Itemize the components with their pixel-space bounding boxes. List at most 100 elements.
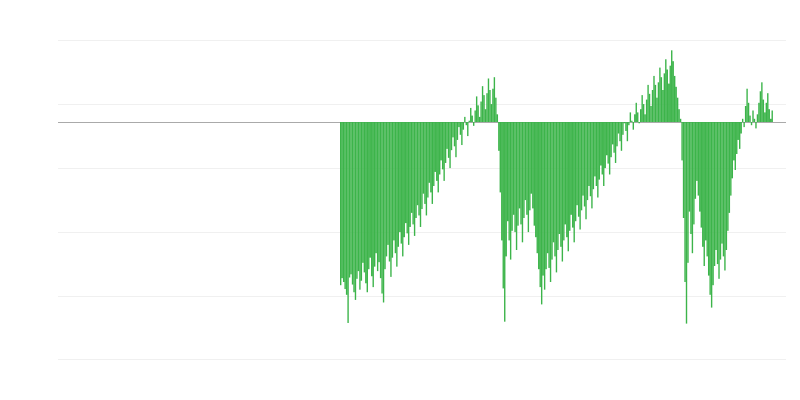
bar	[421, 122, 423, 210]
bar	[662, 90, 664, 122]
bar	[595, 122, 598, 186]
bar	[508, 122, 510, 241]
bar	[391, 122, 394, 258]
bar	[676, 97, 679, 122]
bar	[351, 122, 354, 285]
bar	[467, 122, 469, 137]
bar	[671, 50, 673, 122]
bar	[452, 122, 454, 138]
bar	[749, 115, 751, 122]
bar	[424, 122, 426, 204]
bar	[752, 110, 754, 122]
bar	[379, 122, 382, 279]
bar	[718, 122, 720, 279]
bar	[629, 112, 632, 122]
bar	[767, 93, 769, 122]
bar	[620, 122, 623, 151]
gridline-y	[58, 296, 786, 298]
bar	[725, 122, 728, 250]
bar	[715, 122, 717, 250]
bar	[607, 122, 609, 164]
bar	[712, 122, 714, 286]
bar	[699, 122, 701, 212]
bar	[657, 82, 660, 122]
bar	[716, 122, 719, 265]
bar	[390, 122, 392, 277]
bar	[470, 107, 472, 122]
bar	[750, 122, 753, 126]
bar	[422, 122, 425, 194]
bar	[554, 122, 556, 257]
bar	[511, 122, 513, 231]
bar	[517, 122, 519, 226]
bar	[350, 122, 352, 275]
bar	[406, 122, 408, 234]
bar	[359, 122, 361, 290]
bar	[572, 122, 574, 228]
bar	[659, 67, 661, 122]
bar	[722, 122, 725, 257]
bar	[410, 122, 413, 213]
bar	[396, 122, 398, 267]
bar	[546, 122, 549, 254]
bar	[484, 109, 487, 122]
bar	[747, 102, 750, 122]
bar	[428, 122, 431, 183]
bar	[340, 122, 342, 286]
bar	[478, 116, 481, 122]
bar	[372, 122, 374, 288]
bar	[709, 122, 711, 295]
bar	[381, 122, 383, 294]
bar	[487, 78, 490, 122]
bar	[678, 109, 680, 122]
bar	[580, 122, 583, 211]
bar	[727, 122, 729, 231]
bar	[540, 122, 543, 305]
bar	[721, 122, 723, 244]
gridline-y	[58, 358, 786, 360]
bar	[464, 116, 466, 122]
bar	[394, 122, 397, 254]
bar	[585, 122, 587, 220]
bar	[465, 122, 467, 126]
bar	[384, 122, 386, 270]
bar	[512, 122, 515, 215]
bar	[431, 122, 434, 204]
bar	[755, 122, 757, 129]
bar	[710, 122, 713, 308]
bar	[679, 118, 682, 122]
bar	[418, 122, 420, 216]
bar	[635, 102, 637, 122]
bar	[468, 120, 470, 122]
bar	[645, 99, 648, 122]
bar	[703, 122, 705, 266]
bar	[409, 122, 411, 227]
bar	[499, 122, 501, 193]
bar	[545, 122, 547, 270]
bar	[536, 122, 538, 254]
bar	[518, 122, 521, 209]
bar	[634, 114, 636, 122]
bar	[616, 122, 618, 147]
bar	[632, 122, 634, 130]
bar	[527, 122, 530, 233]
bar	[691, 122, 694, 254]
bar	[461, 122, 463, 146]
bar	[376, 122, 379, 272]
bar	[577, 122, 580, 217]
bar	[520, 122, 522, 225]
bar	[681, 122, 683, 161]
bar	[705, 122, 707, 241]
bar	[530, 122, 533, 194]
bar	[762, 99, 765, 122]
bar	[532, 122, 534, 209]
bar	[480, 101, 482, 122]
bar	[613, 122, 615, 153]
bar	[656, 97, 658, 122]
bar	[521, 122, 524, 243]
bar	[638, 122, 640, 124]
bar	[427, 122, 429, 198]
bar	[566, 122, 568, 238]
bar	[637, 112, 639, 122]
bar	[610, 122, 612, 158]
